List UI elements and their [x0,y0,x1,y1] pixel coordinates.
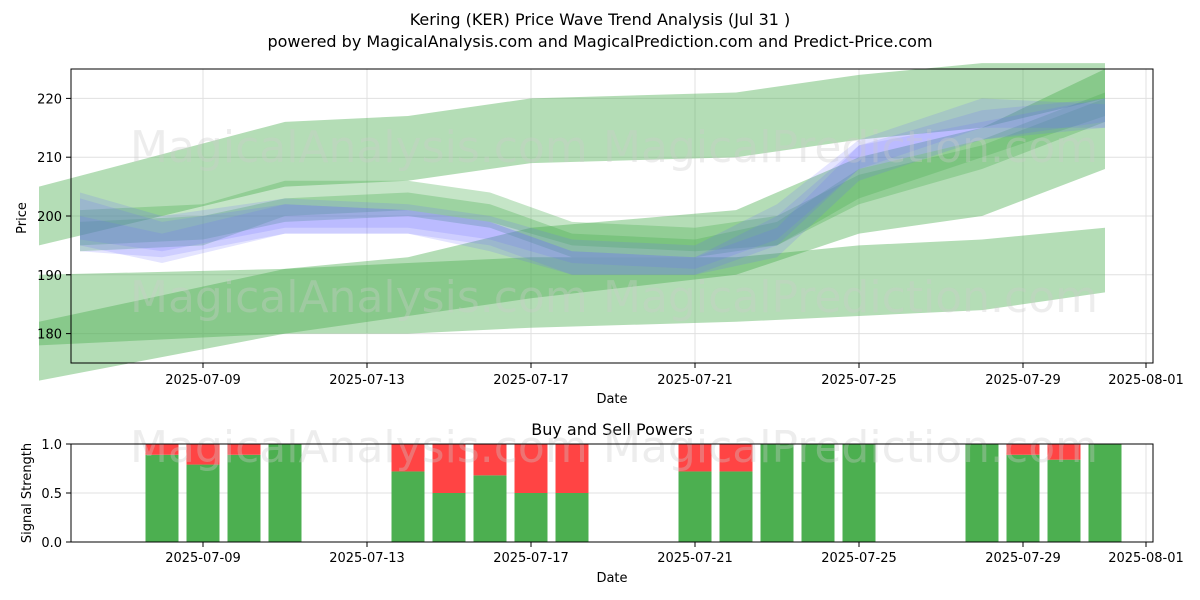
buy-bar [145,454,179,542]
powers-x-tick-label: 2025-07-21 [657,551,733,566]
buy-bar [432,493,466,542]
buy-bar [555,493,589,542]
buy-bar [842,444,876,542]
watermark-2: MagicalPrediction.com [603,122,1098,173]
powers-y-tick-label: 0.5 [41,487,62,502]
buy-bar [227,454,261,542]
powers-title: Buy and Sell Powers [531,420,693,439]
watermark-3: MagicalAnalysis.com [130,272,588,323]
price-band-3 [39,69,1105,381]
sell-bar [514,444,548,493]
price-x-label: Date [596,392,627,407]
powers-y-tick-label: 1.0 [41,438,62,453]
sell-bar [227,444,261,455]
buy-bar [391,471,425,542]
price-band-7 [80,98,1105,269]
price-y-tick-label: 200 [37,210,62,225]
price-band-1 [39,63,1105,246]
powers-x-tick-label: 2025-07-09 [165,551,241,566]
price-x-tick-label: 2025-07-29 [985,373,1061,388]
price-x-tick-label: 2025-07-09 [165,373,241,388]
price-y-tick-label: 190 [37,269,62,284]
buy-bar [473,475,507,542]
price-y-ticks: 180 190 200 210 220 [37,92,71,343]
powers-bars [145,444,1122,542]
price-band-4 [80,92,1105,258]
powers-y-ticks: 0.0 0.5 1.0 [41,438,71,551]
sell-bar [678,444,712,472]
price-watermarks: MagicalAnalysis.com MagicalPrediction.co… [130,122,1098,323]
price-x-tick-label: 2025-07-25 [821,373,897,388]
watermark-4: MagicalPrediction.com [603,272,1098,323]
powers-y-label: Signal Strength [20,443,35,543]
price-grid [71,69,1153,363]
buy-bar [965,444,999,542]
chart-title: Kering (KER) Price Wave Trend Analysis (… [410,10,791,29]
sell-bar [186,444,220,465]
buy-bar [1088,444,1122,542]
buy-bar [1047,459,1081,542]
sell-bar [145,444,179,455]
sell-bar [719,444,753,472]
watermark-1: MagicalAnalysis.com [130,122,588,173]
price-x-tick-label: 2025-07-13 [329,373,405,388]
powers-x-ticks: 2025-07-09 2025-07-13 2025-07-17 2025-07-21… [165,542,1184,566]
powers-x-label: Date [596,571,627,586]
price-band-2 [39,227,1105,346]
price-x-tick-label: 2025-07-21 [657,373,733,388]
price-bands [39,63,1105,381]
sell-bar [1047,444,1081,460]
price-x-ticks: 2025-07-09 2025-07-13 2025-07-17 2025-07-21… [165,363,1184,388]
watermark-5: MagicalAnalysis.com [130,422,588,473]
price-x-tick-label: 2025-07-17 [493,373,569,388]
powers-x-tick-label: 2025-07-29 [985,551,1061,566]
price-y-label: Price [15,202,30,234]
buy-bar [1006,454,1040,542]
buy-bar [760,444,794,542]
price-band-5 [80,98,1105,252]
powers-x-tick-label: 2025-07-25 [821,551,897,566]
buy-bar [268,444,302,542]
sell-bar [555,444,589,493]
price-y-tick-label: 220 [37,92,62,107]
buy-bar [801,444,835,542]
powers-x-tick-label: 2025-07-13 [329,551,405,566]
watermark-6: MagicalPrediction.com [603,422,1098,473]
sell-bar [391,444,425,472]
price-band-6 [80,98,1105,275]
price-y-tick-label: 180 [37,328,62,343]
powers-y-tick-label: 0.0 [41,536,62,551]
buy-bar [514,493,548,542]
price-y-tick-label: 210 [37,151,62,166]
sell-bar [473,444,507,476]
sell-bar [1006,444,1040,455]
buy-bar [678,471,712,542]
price-x-tick-label: 2025-08-01 [1108,373,1184,388]
powers-x-tick-label: 2025-07-17 [493,551,569,566]
sell-bar [432,444,466,493]
price-band-8 [80,98,1105,275]
buy-bar [186,464,220,542]
powers-x-tick-label: 2025-08-01 [1108,551,1184,566]
buy-bar [719,471,753,542]
powers-watermarks: MagicalAnalysis.com MagicalPrediction.co… [130,422,1098,473]
chart-subtitle: powered by MagicalAnalysis.com and Magic… [267,32,932,51]
